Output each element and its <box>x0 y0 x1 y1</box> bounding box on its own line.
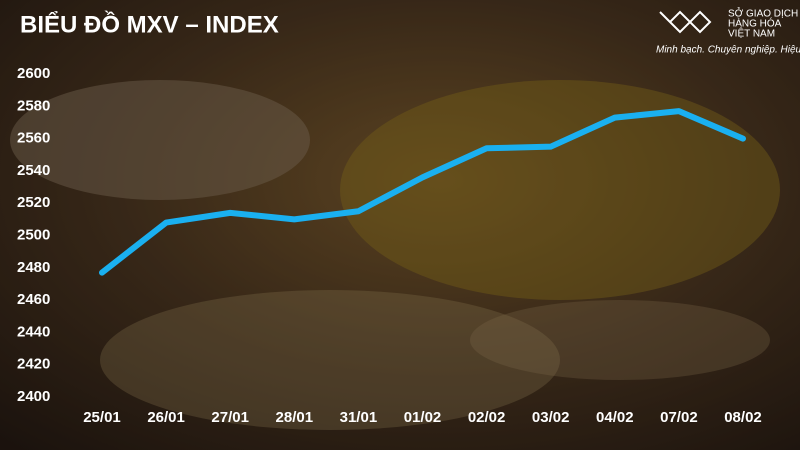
y-tick-label: 2540 <box>17 162 50 179</box>
x-tick-label: 04/02 <box>596 409 634 426</box>
y-tick-label: 2580 <box>17 97 50 114</box>
x-tick-label: 28/01 <box>276 409 314 426</box>
logo-line: HÀNG HÓA <box>728 17 782 30</box>
y-tick-label: 2560 <box>17 130 50 147</box>
y-tick-label: 2520 <box>17 194 50 211</box>
logo-slogan: Minh bạch. Chuyên nghiệp. Hiệu quả <box>656 44 800 56</box>
x-tick-label: 31/01 <box>340 409 378 426</box>
x-tick-label: 01/02 <box>404 409 442 426</box>
line <box>99 108 746 276</box>
logo-icon <box>659 10 712 34</box>
x-tick-label: 03/02 <box>532 409 570 426</box>
x-tick-label: 02/02 <box>468 409 506 426</box>
y-tick-label: 2480 <box>17 259 50 276</box>
logo-line: SỞ GIAO DỊCH <box>728 7 798 20</box>
bowl-decoration <box>10 80 310 200</box>
oil-decoration <box>340 80 780 300</box>
x-tick-label: 08/02 <box>724 409 762 426</box>
logo-line: VIỆT NAM <box>728 27 775 40</box>
x-tick-label: 25/01 <box>83 409 121 426</box>
y-tick-label: 2600 <box>17 65 50 82</box>
logo: SỞ GIAO DỊCH HÀNG HÓA VIỆT NAM Minh bạch… <box>656 7 800 56</box>
y-tick-label: 2460 <box>17 291 50 308</box>
x-tick-label: 27/01 <box>211 409 249 426</box>
chart-title: BIỂU ĐỒ MXV – INDEX <box>20 10 279 38</box>
y-tick-label: 2440 <box>17 323 50 340</box>
spoon-decoration <box>470 300 770 380</box>
y-tick-label: 2500 <box>17 226 50 243</box>
beans-decoration <box>100 290 560 430</box>
y-tick-label: 2420 <box>17 356 50 373</box>
y-tick-label: 2400 <box>17 388 50 405</box>
x-tick-label: 07/02 <box>660 409 698 426</box>
x-tick-label: 26/01 <box>147 409 185 426</box>
